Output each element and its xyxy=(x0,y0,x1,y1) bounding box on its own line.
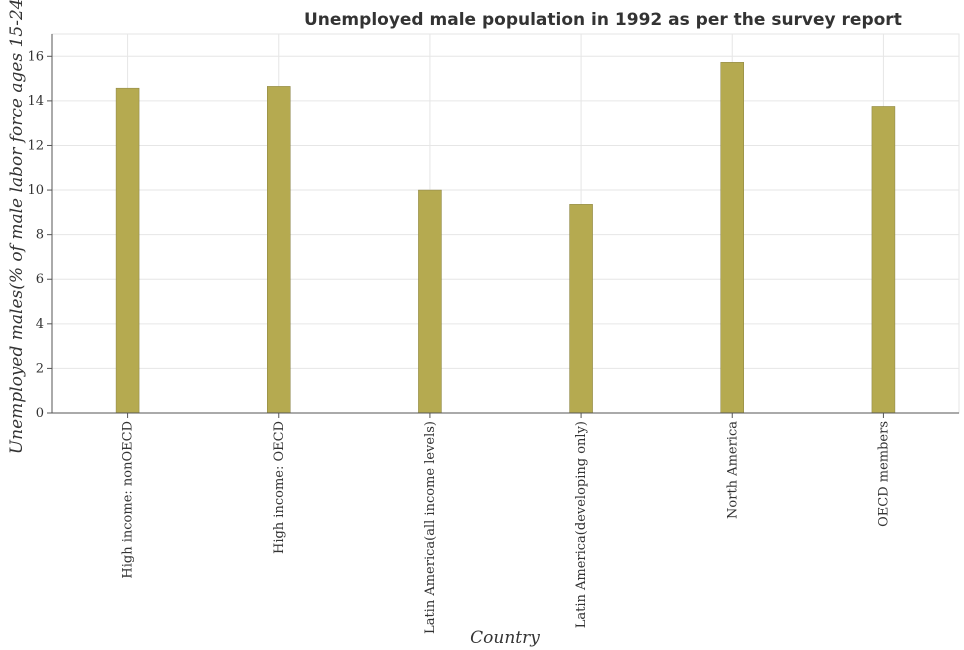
x-tick-label: High income: nonOECD xyxy=(121,421,136,579)
bar xyxy=(418,189,442,414)
x-tick-label: Latin America(developing only) xyxy=(574,421,589,628)
y-tick-label: 16 xyxy=(27,49,44,64)
plot-frame xyxy=(51,33,960,414)
bar xyxy=(267,86,291,414)
bar xyxy=(720,62,744,414)
y-tick-label: 2 xyxy=(36,361,44,376)
chart-title: Unemployed male population in 1992 as pe… xyxy=(304,10,902,30)
y-axis-label: Unemployed males(% of male labor force a… xyxy=(7,0,27,454)
bar xyxy=(115,87,140,414)
grid xyxy=(51,33,960,414)
bar xyxy=(871,106,896,414)
x-tick-label: OECD members xyxy=(876,421,891,527)
bars xyxy=(115,62,896,414)
y-tick-label: 4 xyxy=(36,317,44,332)
x-axis-label: Country xyxy=(470,628,540,648)
y-tick-label: 6 xyxy=(36,272,44,287)
x-tick-label: North America xyxy=(725,421,740,519)
x-tick-label: High income: OECD xyxy=(272,421,287,554)
x-tick-label: Latin America(all income levels) xyxy=(423,421,438,634)
bar xyxy=(569,204,593,414)
y-tick-label: 0 xyxy=(36,406,44,421)
y-tick-label: 12 xyxy=(27,138,44,153)
axes: 0 2 4 6 8 10 12 14 16 High income: nonOECD High in… xyxy=(27,34,959,634)
y-tick-label: 14 xyxy=(27,94,44,109)
y-tick-label: 10 xyxy=(27,183,44,198)
y-tick-label: 8 xyxy=(36,228,44,243)
